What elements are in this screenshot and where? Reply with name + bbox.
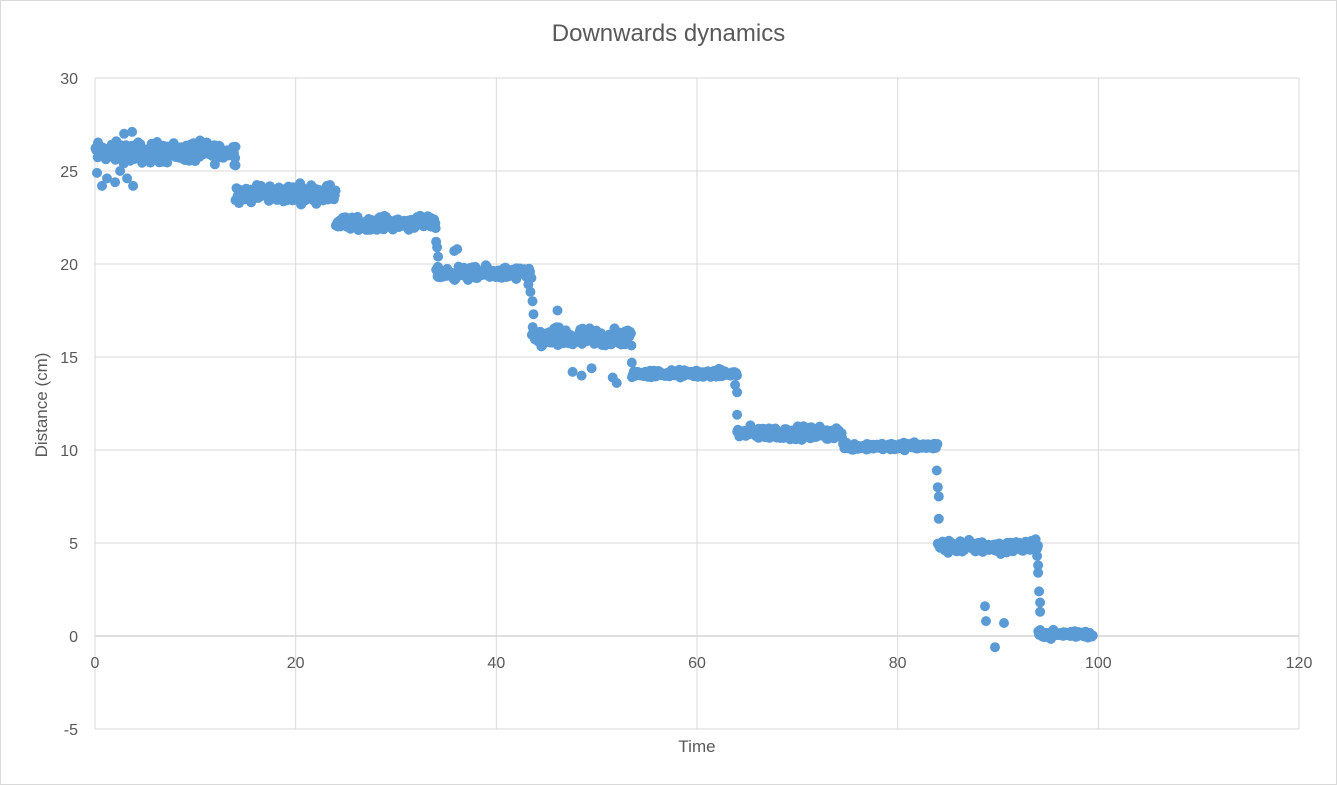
y-tick-label: 10 [60,443,78,460]
data-point [567,366,578,377]
data-point [981,616,991,627]
data-point [1033,560,1044,571]
data-point [122,173,133,184]
data-point [1035,606,1046,617]
data-point [330,185,341,196]
data-point [230,160,241,171]
y-tick-label: 5 [69,536,78,553]
chart-title: Downwards dynamics [551,20,786,47]
data-point [119,128,130,139]
data-point [230,141,241,152]
data-point [576,370,587,381]
data-point [230,152,241,163]
data-point [433,251,444,262]
data-point [209,159,220,170]
data-point [732,387,743,398]
data-point [999,618,1009,628]
data-point [1033,540,1043,551]
data-point [110,177,121,188]
x-tick-label: 40 [487,655,505,672]
x-tick-label: 80 [889,655,907,672]
y-axis-title: Distance (cm) [32,353,51,458]
data-point [115,166,126,176]
data-point [626,340,637,351]
data-point [1032,551,1043,561]
data-point [430,223,441,234]
x-tick-label: 20 [287,655,305,672]
y-tick-label: -5 [64,722,78,739]
data-point [931,465,942,476]
y-tick-label: 15 [60,350,78,367]
data-point [586,363,597,374]
data-point [732,409,743,420]
data-point [429,214,440,225]
data-point [611,378,622,388]
tick-labels: -5 0 5 10 15 20 25 30 0 20 40 60 80 100 120 [60,71,1312,739]
data-point [930,441,941,452]
x-axis-title: Time [678,737,715,756]
data-point [128,180,139,191]
x-tick-label: 0 [91,655,100,672]
data-point [732,370,742,381]
data-point [97,180,107,191]
data-point [626,357,637,368]
y-tick-label: 0 [69,629,78,646]
data-point [1033,567,1044,578]
data-point [528,309,539,320]
data-point [92,167,102,178]
data-point [990,642,1000,653]
x-tick-label: 60 [688,655,706,672]
data-point [625,328,636,339]
data-point [521,272,532,282]
x-tick-label: 100 [1085,655,1112,672]
data-point [527,296,538,307]
data-point [552,305,563,316]
data-point [1087,630,1098,641]
x-tick-label: 120 [1286,655,1313,672]
data-point [932,482,943,493]
y-tick-label: 20 [60,257,78,274]
data-point [980,601,990,612]
gridlines [94,77,1300,730]
data-point [933,491,944,502]
data-point [1035,597,1046,608]
data-point [525,286,536,297]
data-point [432,242,443,253]
data-point [102,173,112,184]
data-points [90,126,1098,653]
data-point [933,513,944,524]
data-point [127,126,138,137]
data-point [452,244,463,255]
y-tick-label: 25 [60,164,78,181]
data-point [1034,586,1045,597]
y-tick-label: 30 [60,71,78,88]
